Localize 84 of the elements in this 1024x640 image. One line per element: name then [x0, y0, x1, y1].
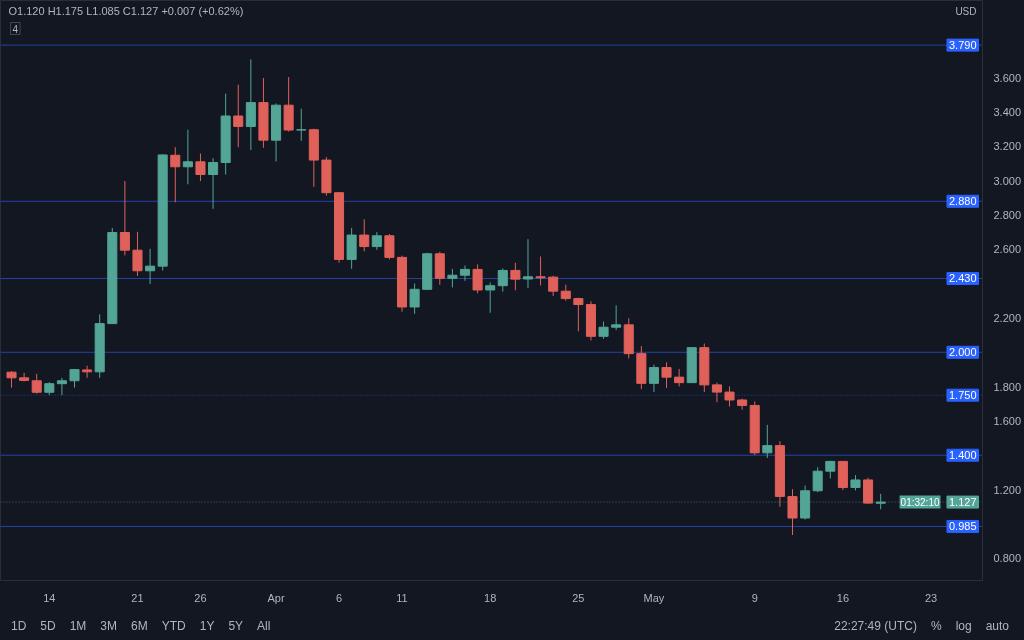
x-tick-label: 26 — [194, 591, 207, 604]
text: 1M — [69, 619, 87, 633]
candlestick — [208, 157, 219, 210]
x-tick-label: 23 — [924, 591, 938, 604]
ref-line-label: 2.000 — [948, 346, 977, 359]
candlestick — [56, 377, 67, 396]
y-tick-label: 3.400 — [993, 106, 1022, 119]
candlestick — [459, 264, 471, 282]
ref-line-label: 1.127 — [948, 496, 977, 509]
y-tick-label: 3.200 — [993, 140, 1022, 153]
candlestick — [182, 129, 193, 185]
candlestick — [233, 84, 244, 148]
chart-title: O1.120 H1.175 L1.085 C1.127 +0.007 (+0.62%) — [8, 4, 244, 17]
x-tick-label: 6 — [335, 591, 343, 604]
x-tick-label: 16 — [836, 591, 850, 604]
candlestick — [787, 488, 798, 536]
candlestick — [359, 218, 370, 252]
candlestick — [447, 268, 458, 288]
candlestick — [812, 466, 823, 493]
candlestick — [611, 304, 622, 331]
ref-line-label: 0.985 — [948, 520, 977, 533]
candlestick — [145, 248, 156, 285]
candlestick — [409, 282, 420, 315]
x-tick-label: 11 — [396, 591, 408, 604]
ref-line-label: 3.790 — [948, 39, 977, 52]
text: YTD — [161, 619, 186, 633]
candlestick — [132, 231, 143, 277]
annotation: 01:32:10 — [900, 496, 940, 508]
ref-line-label: 1.750 — [948, 389, 977, 402]
text: 5D — [40, 619, 56, 633]
y-tick-label: 2.600 — [993, 243, 1022, 256]
x-tick-label: 18 — [484, 591, 497, 604]
y-tick-label: 1.800 — [993, 380, 1022, 393]
candlestick — [762, 424, 773, 459]
candlestick — [472, 263, 483, 294]
candlestick — [863, 477, 874, 505]
candlestick — [661, 361, 672, 389]
x-tick-label: 21 — [131, 591, 144, 604]
x-tick-label: May — [643, 591, 665, 604]
candlestick — [535, 256, 546, 287]
ref-line-label: 2.430 — [948, 272, 977, 285]
candlestick — [384, 233, 395, 260]
y-tick-label: 3.000 — [993, 174, 1022, 187]
text: log — [955, 619, 972, 633]
text: 1D — [11, 619, 27, 633]
candlestick — [82, 365, 93, 379]
y-tick-label: 2.200 — [993, 311, 1022, 324]
candlestick — [195, 153, 206, 182]
y-tick-label: 0.800 — [993, 552, 1022, 565]
text: 22:27:49 (UTC) — [834, 619, 917, 633]
ref-line-label: 1.400 — [948, 449, 977, 462]
candlestick — [245, 58, 256, 151]
text: % — [930, 619, 942, 633]
candlestick — [296, 108, 307, 142]
x-tick-label: 9 — [751, 591, 758, 604]
candlestick — [573, 297, 584, 332]
annotation: 4 — [12, 23, 19, 35]
candlestick — [724, 385, 735, 407]
text: 1Y — [199, 619, 215, 633]
y-tick-label: 1.600 — [993, 414, 1022, 427]
candlestick — [711, 382, 722, 403]
candlestick — [522, 238, 534, 289]
candlestick — [674, 368, 685, 387]
x-tick-label: 14 — [43, 591, 56, 604]
text: 5Y — [228, 619, 244, 633]
text: 6M — [131, 619, 148, 633]
candlestick — [170, 146, 181, 203]
text: auto — [985, 619, 1009, 633]
y-tick-label: 3.600 — [993, 71, 1022, 84]
candlestick — [119, 180, 130, 256]
ref-line-label: 2.880 — [948, 195, 977, 208]
y-tick-label: 1.200 — [993, 483, 1022, 496]
candlestick — [485, 281, 496, 314]
candlestick — [510, 262, 521, 291]
y-axis-title: USD — [955, 5, 977, 17]
x-tick-label: 25 — [572, 591, 585, 604]
text: All — [257, 619, 271, 633]
candlestick — [648, 364, 659, 393]
candlestick — [31, 373, 42, 395]
y-tick-label: 2.800 — [993, 209, 1022, 221]
text: 3M — [100, 619, 118, 633]
candlestick — [69, 369, 80, 389]
x-tick-label: Apr — [267, 591, 285, 604]
candlestick — [497, 267, 508, 293]
